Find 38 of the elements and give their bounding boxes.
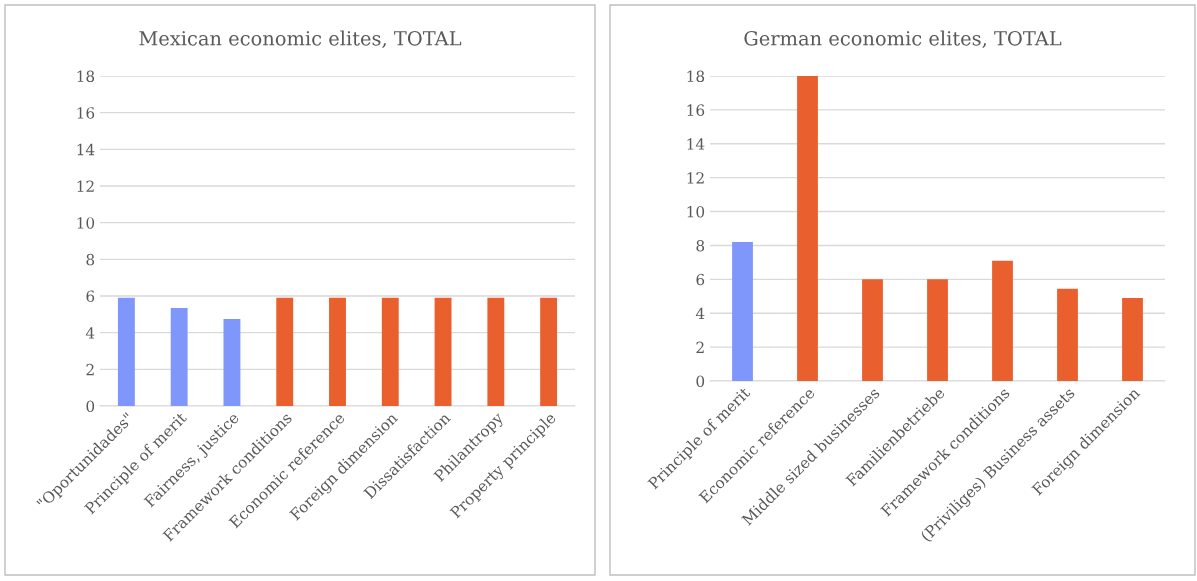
bar <box>117 297 135 406</box>
y-tick-label: 14 <box>77 143 95 156</box>
y-tick-label: 6 <box>696 273 705 286</box>
y-tick-label: 2 <box>696 341 704 353</box>
bar <box>732 242 753 381</box>
y-tick-label: 14 <box>687 138 705 150</box>
y-tick-label: 18 <box>77 70 95 83</box>
y-tick-label: 10 <box>77 217 95 229</box>
y-tick-label: 12 <box>687 172 704 184</box>
chart-title: Mexican economic elites, TOTAL <box>139 30 462 49</box>
y-tick-label: 2 <box>86 363 94 376</box>
bar <box>540 297 558 406</box>
y-tick-label: 0 <box>696 375 705 388</box>
bar <box>487 297 505 406</box>
bar <box>434 297 452 406</box>
bar <box>927 279 948 381</box>
bar <box>223 318 241 406</box>
bar <box>797 76 818 381</box>
bar <box>1057 288 1078 381</box>
y-tick-label: 10 <box>687 206 705 218</box>
bar <box>381 297 399 406</box>
y-tick-label: 18 <box>687 70 705 83</box>
y-tick-label: 4 <box>85 327 95 339</box>
bar <box>276 297 294 406</box>
bar <box>329 297 346 406</box>
y-tick-label: 16 <box>687 104 705 116</box>
y-tick-label: 16 <box>77 107 95 119</box>
y-tick-label: 8 <box>696 239 705 252</box>
y-tick-label: 12 <box>77 180 94 192</box>
chart-title: German economic elites, TOTAL <box>744 30 1062 49</box>
y-tick-label: 0 <box>86 400 95 413</box>
y-tick-label: 4 <box>695 307 705 320</box>
bar <box>992 260 1013 381</box>
bar <box>1122 297 1143 381</box>
bar <box>862 279 883 381</box>
bar <box>170 307 188 406</box>
y-tick-label: 8 <box>86 253 95 266</box>
y-tick-label: 6 <box>86 290 95 303</box>
